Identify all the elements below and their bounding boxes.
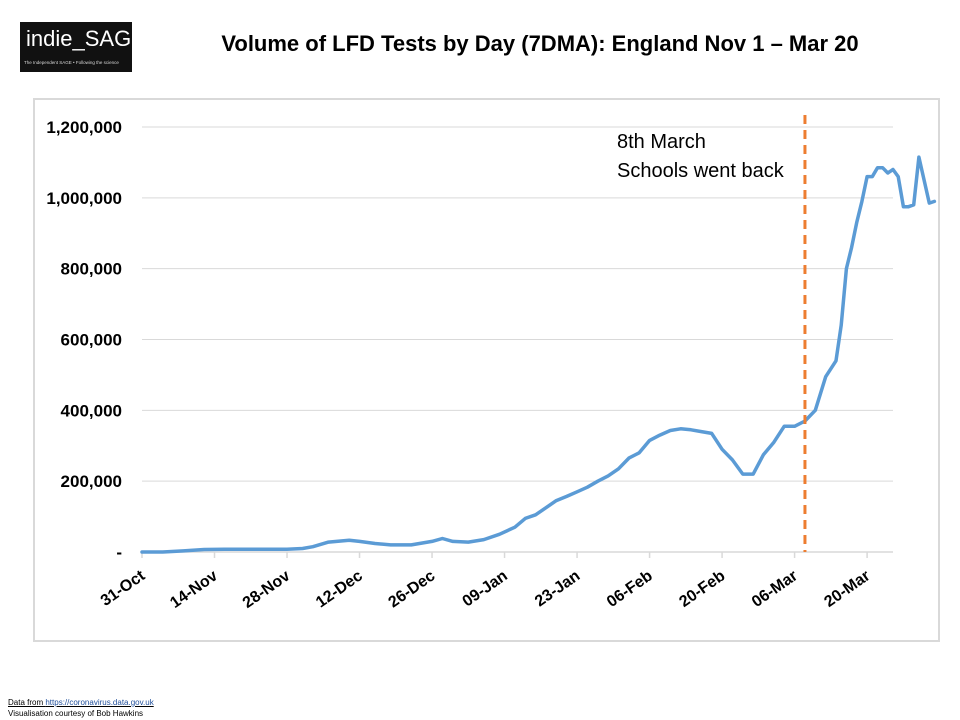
y-tick-label: 1,000,000 <box>46 189 122 208</box>
logo-tagline: The Independent SAGE • Following the sci… <box>24 60 119 65</box>
x-tick-label: 06-Mar <box>749 567 801 611</box>
y-tick-label: 400,000 <box>61 401 122 420</box>
x-tick-label: 20-Feb <box>676 567 728 611</box>
x-tick-label: 20-Mar <box>821 567 873 611</box>
y-tick-label: 1,200,000 <box>46 118 122 137</box>
x-tick-label: 09-Jan <box>460 567 511 610</box>
indie-sage-logo: indie_SAGE The Independent SAGE • Follow… <box>20 22 146 72</box>
x-tick-label: 26-Dec <box>386 567 439 611</box>
logo-text: indie_SAGE <box>26 26 146 51</box>
x-tick-label: 06-Feb <box>604 567 656 611</box>
x-tick-label: 12-Dec <box>313 567 366 611</box>
annotation-text: Schools went back <box>617 160 785 182</box>
chart-frame: - 200,000 400,000 600,000 800,000 1,000,000 1,… <box>33 98 940 642</box>
data-source-prefix: Data from <box>8 698 46 707</box>
y-tick-label: 800,000 <box>61 260 122 279</box>
y-tick-label: - <box>116 543 122 562</box>
chart-title: Volume of LFD Tests by Day (7DMA): Engla… <box>221 31 859 56</box>
x-tick-label: 14-Nov <box>167 567 221 612</box>
data-source-link[interactable]: https://coronavirus.data.gov.uk <box>45 698 154 707</box>
visualisation-credit: Visualisation courtesy of Bob Hawkins <box>8 709 144 718</box>
y-tick-label: 200,000 <box>61 472 122 491</box>
x-tick-label: 23-Jan <box>532 567 583 610</box>
y-tick-label: 600,000 <box>61 331 122 350</box>
line-chart: - 200,000 400,000 600,000 800,000 1,000,000 1,… <box>46 115 937 612</box>
x-tick-label: 28-Nov <box>240 567 294 612</box>
data-source: Data from https://coronavirus.data.gov.u… <box>8 698 154 708</box>
series-line <box>140 155 937 554</box>
annotation-text: 8th March <box>617 131 706 153</box>
x-tick-label: 31-Oct <box>98 567 149 610</box>
